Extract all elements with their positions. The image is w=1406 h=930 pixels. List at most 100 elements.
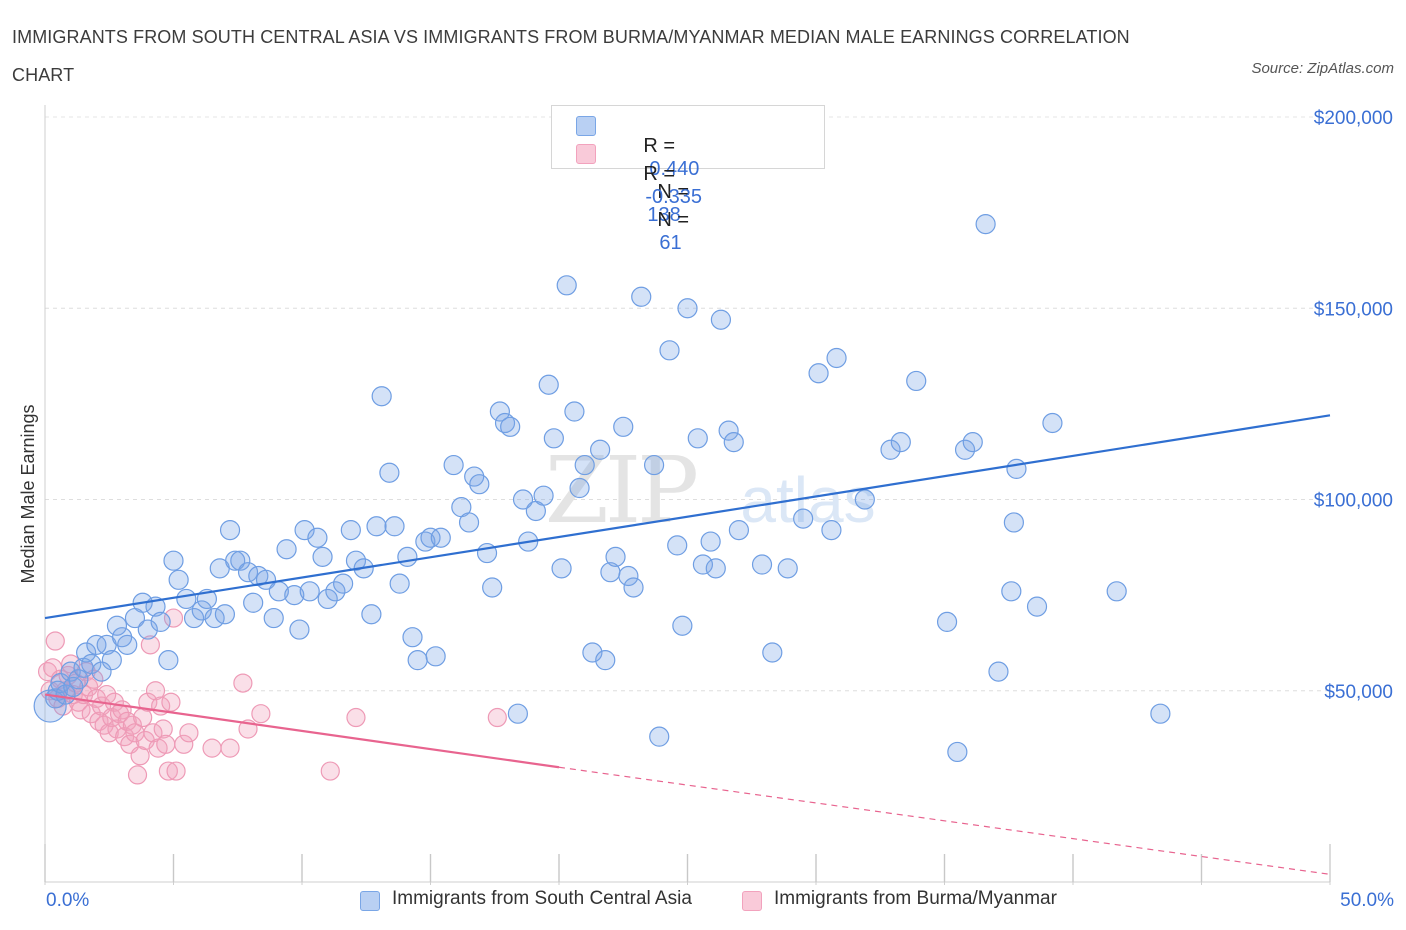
south-central-asia-point	[137, 619, 158, 640]
legend-r-value: -0.335	[645, 186, 703, 208]
south-central-asia-point	[1042, 412, 1063, 434]
south-central-asia-point	[219, 519, 241, 541]
trend-line-south-central-asia	[44, 414, 1331, 620]
south-central-asia-point	[289, 619, 310, 640]
south-central-asia-point	[158, 650, 179, 671]
south-central-asia-point	[371, 386, 392, 407]
y-tick-labels: $200,000 $150,000 $100,000 $50,000	[1314, 108, 1393, 703]
burma-point	[71, 700, 91, 720]
south-central-asia-point	[276, 539, 297, 560]
svg-text:atlas: atlas	[740, 464, 875, 536]
south-central-asia-point	[533, 485, 554, 506]
burma-point	[81, 704, 101, 724]
source-note: Source: ZipAtlas.com	[1251, 60, 1394, 77]
burma-point	[174, 734, 194, 754]
south-central-asia-point	[649, 726, 670, 747]
legend-swatch-blue	[576, 116, 596, 136]
correlation-legend: R = 0.440 N = 138 R = -0.335 N = 61	[551, 105, 825, 254]
south-central-asia-point	[299, 581, 320, 602]
south-central-asia-point	[420, 527, 441, 548]
south-central-asia-point	[643, 454, 665, 476]
south-central-asia-point	[345, 550, 367, 571]
south-central-asia-point	[687, 428, 708, 449]
series-burma-points	[37, 608, 507, 785]
south-central-asia-point	[700, 531, 721, 552]
legend-n-label: N =	[657, 181, 690, 203]
legend-n-value: 138	[647, 204, 681, 226]
burma-point	[143, 723, 163, 743]
south-central-asia-point	[507, 703, 528, 724]
south-central-asia-point	[705, 558, 726, 579]
south-central-asia-point	[710, 309, 732, 330]
burma-point	[166, 761, 186, 781]
south-central-asia-point	[556, 275, 577, 296]
south-central-asia-point	[793, 508, 814, 529]
south-central-asia-point	[808, 363, 829, 384]
south-central-asia-point	[55, 684, 76, 705]
south-central-asia-point	[91, 661, 112, 682]
south-central-asia-point	[191, 600, 212, 621]
south-central-asia-point	[237, 562, 259, 583]
south-central-asia-point	[728, 519, 750, 541]
south-central-asia-point	[590, 439, 611, 460]
south-central-asia-point	[312, 546, 333, 567]
y-tick-label: $100,000	[1314, 491, 1393, 512]
south-central-asia-point	[692, 554, 714, 575]
south-central-asia-point	[826, 347, 847, 369]
legend-n-value: 61	[659, 232, 682, 254]
south-central-asia-point	[954, 439, 976, 460]
burma-point	[107, 719, 127, 739]
south-central-asia-point	[512, 489, 534, 510]
south-central-asia-point	[936, 611, 958, 633]
south-central-asia-point	[163, 550, 184, 571]
south-central-asia-point	[500, 416, 521, 437]
south-central-asia-point	[1150, 703, 1171, 724]
south-central-asia-point	[366, 516, 387, 537]
south-central-asia-point	[389, 573, 410, 594]
burma-point	[130, 746, 150, 766]
x-axis-min-label: 0.0%	[46, 890, 90, 911]
south-central-asia-point	[482, 577, 503, 598]
south-central-asia-point	[677, 298, 698, 319]
south-central-asia-point	[243, 592, 264, 613]
south-central-asia-point	[294, 519, 315, 541]
south-central-asia-point	[106, 615, 128, 636]
south-central-asia-point	[1003, 512, 1024, 533]
south-central-asia-point	[1106, 581, 1127, 602]
south-central-asia-point	[168, 569, 189, 590]
south-central-asia-point	[538, 374, 559, 395]
burma-point	[127, 765, 148, 785]
bottom-legend-label: Immigrants from Burma/Myanmar	[774, 888, 1057, 909]
south-central-asia-point	[489, 401, 510, 422]
burma-point	[140, 635, 160, 655]
south-central-asia-point	[564, 401, 585, 422]
south-central-asia-point	[631, 286, 652, 307]
burma-point	[220, 738, 240, 758]
south-central-asia-point	[821, 519, 842, 541]
south-central-asia-point	[469, 474, 490, 495]
south-central-asia-point	[361, 604, 382, 625]
burma-point	[45, 631, 65, 651]
south-central-asia-point	[68, 669, 89, 690]
x-axis-max-label: 50.0%	[1340, 890, 1394, 911]
south-central-asia-point	[379, 462, 400, 483]
burma-point	[179, 723, 199, 743]
south-central-asia-point	[263, 607, 284, 629]
burma-point	[145, 681, 166, 701]
burma-point	[122, 715, 142, 735]
south-central-asia-point	[204, 607, 225, 629]
south-central-asia-point	[777, 558, 798, 579]
axes	[44, 105, 1331, 885]
south-central-asia-point	[623, 577, 644, 598]
south-central-asia-point	[60, 661, 81, 682]
trend-line-burma-extension	[558, 766, 1331, 875]
bottom-legend-label: Immigrants from South Central Asia	[392, 888, 692, 909]
south-central-asia-point	[751, 554, 773, 575]
south-central-asia-point	[307, 527, 328, 548]
south-central-asia-point	[854, 489, 875, 510]
south-central-asia-point	[582, 642, 603, 663]
south-central-asia-point	[317, 588, 338, 610]
south-central-asia-point	[672, 615, 693, 636]
south-central-asia-point	[384, 516, 405, 537]
burma-point	[117, 711, 137, 731]
